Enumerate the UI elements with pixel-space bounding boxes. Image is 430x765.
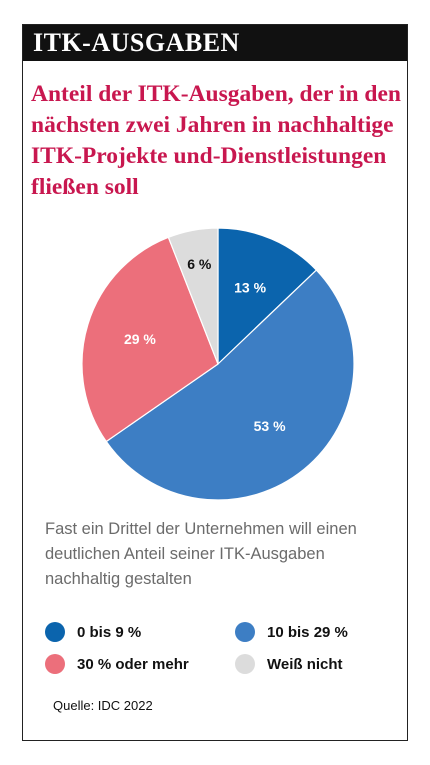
legend-item-10-29: 10 bis 29 % xyxy=(235,621,348,643)
pie-label-0-9: 13 % xyxy=(234,280,266,296)
pie-chart-svg: 13 % 53 % 29 % 6 % xyxy=(81,227,355,501)
legend-item-0-9: 0 bis 9 % xyxy=(45,621,141,643)
chart-caption: Fast ein Drittel der Unternehmen will ei… xyxy=(45,520,357,588)
pie-slice-unknown xyxy=(167,227,219,365)
pie-slice-10-29 xyxy=(105,269,355,501)
legend-swatch-10-29 xyxy=(235,622,255,642)
pie-slice-0-9 xyxy=(217,227,318,366)
pie-slice-30-plus xyxy=(81,236,219,443)
legend-swatch-unknown xyxy=(235,654,255,674)
legend-label-10-29: 10 bis 29 % xyxy=(267,623,348,641)
pie-label-10-29: 53 % xyxy=(254,418,286,434)
legend-label-unknown: Weiß nicht xyxy=(267,655,343,673)
legend-swatch-0-9 xyxy=(45,622,65,642)
legend-label-0-9: 0 bis 9 % xyxy=(77,623,142,641)
infographic-frame: ITK-AUSGABEN Anteil der ITK-Ausgaben, de… xyxy=(22,24,408,741)
source-note: Quelle: IDC 2022 xyxy=(53,698,153,713)
legend-label-30-plus: 30 % oder mehr xyxy=(77,655,189,673)
section-header: ITK-AUSGABEN xyxy=(23,25,407,61)
chart-headline: Anteil der ITK-Ausgaben, der in den näch… xyxy=(31,81,401,200)
legend-item-30-plus: 30 % oder mehr xyxy=(45,653,189,675)
legend-swatch-30-plus xyxy=(45,654,65,674)
pie-label-30-plus: 29 % xyxy=(124,331,156,347)
pie-chart: 13 % 53 % 29 % 6 % xyxy=(73,219,363,509)
legend-item-unknown: Weiß nicht xyxy=(235,653,343,675)
pie-label-unknown: 6 % xyxy=(187,256,212,272)
